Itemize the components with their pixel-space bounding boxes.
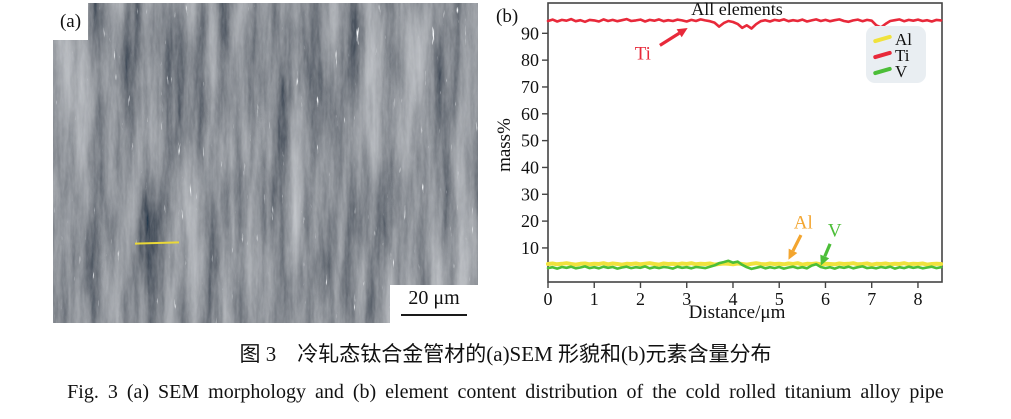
series-line-al xyxy=(546,261,944,267)
y-tick-label: 80 xyxy=(521,50,539,70)
series-line-ti xyxy=(546,17,943,30)
sem-bright-specks xyxy=(53,3,478,323)
legend-label-al: Al xyxy=(895,29,912,49)
x-tick-label: 3 xyxy=(682,289,691,309)
legend-item-v: V xyxy=(872,61,922,81)
x-tick-label: 6 xyxy=(821,289,830,309)
x-tick-label: 2 xyxy=(636,289,645,309)
scale-bar-text: 20 μm xyxy=(408,287,460,309)
x-tick-label: 8 xyxy=(913,289,922,309)
annotation-label-ti: Ti xyxy=(635,43,651,64)
legend-swatch-al xyxy=(872,34,893,44)
y-axis-label: mass% xyxy=(494,118,515,172)
chart-legend: Al Ti V xyxy=(866,26,926,83)
y-tick-label: 70 xyxy=(521,77,539,97)
x-tick-label: 4 xyxy=(728,289,737,309)
caption-chinese: 图 3 冷轧态钛合金管材的(a)SEM 形貌和(b)元素含量分布 xyxy=(239,342,772,366)
series-line-v xyxy=(546,259,943,271)
x-axis-label: Distance/μm xyxy=(688,302,786,323)
annotation-arrow-v xyxy=(823,243,832,258)
scale-bar-rule xyxy=(401,314,467,316)
y-tick-label: 40 xyxy=(521,157,539,177)
legend-label-ti: Ti xyxy=(895,45,910,65)
annotation-label-al: Al xyxy=(794,212,813,233)
annotation-arrowhead-al xyxy=(788,248,798,260)
caption-english: Fig. 3 (a) SEM morphology and (b) elemen… xyxy=(67,381,944,403)
x-tick-label: 0 xyxy=(544,289,553,309)
sem-micrograph xyxy=(53,3,478,323)
legend-item-ti: Ti xyxy=(872,45,922,65)
x-tick-label: 1 xyxy=(590,289,599,309)
y-tick-label: 10 xyxy=(521,238,539,258)
plot-border xyxy=(547,2,943,283)
panel-b-label: (b) xyxy=(496,6,519,27)
legend-label-v: V xyxy=(895,61,908,81)
chart-panel: 0 1 2 3 4 5 6 7 8 10 20 30 40 50 60 70 80 90 Ti Al V (b) All… xyxy=(490,0,1011,335)
annotation-arrowhead-ti xyxy=(676,27,688,38)
y-tick-label: 60 xyxy=(521,104,539,124)
annotation-arrow-ti xyxy=(659,31,681,47)
annotation-arrowhead-v xyxy=(820,254,830,266)
y-tick-label: 90 xyxy=(521,23,539,43)
annotation-arrow-al xyxy=(791,234,803,252)
annotation-label-v: V xyxy=(828,220,842,241)
panel-a-label: (a) xyxy=(53,3,88,40)
y-tick-label: 30 xyxy=(521,184,539,204)
sem-panel: (a) 20 μm xyxy=(53,3,478,323)
legend-swatch-ti xyxy=(872,50,893,60)
scale-bar: 20 μm xyxy=(390,285,478,323)
chart-title: All elements xyxy=(691,0,783,19)
x-tick-label: 5 xyxy=(775,289,784,309)
legend-item-al: Al xyxy=(872,29,922,49)
y-tick-label: 50 xyxy=(521,131,539,151)
x-tick-label: 7 xyxy=(867,289,876,309)
legend-swatch-v xyxy=(872,66,893,76)
y-tick-label: 20 xyxy=(521,211,539,231)
